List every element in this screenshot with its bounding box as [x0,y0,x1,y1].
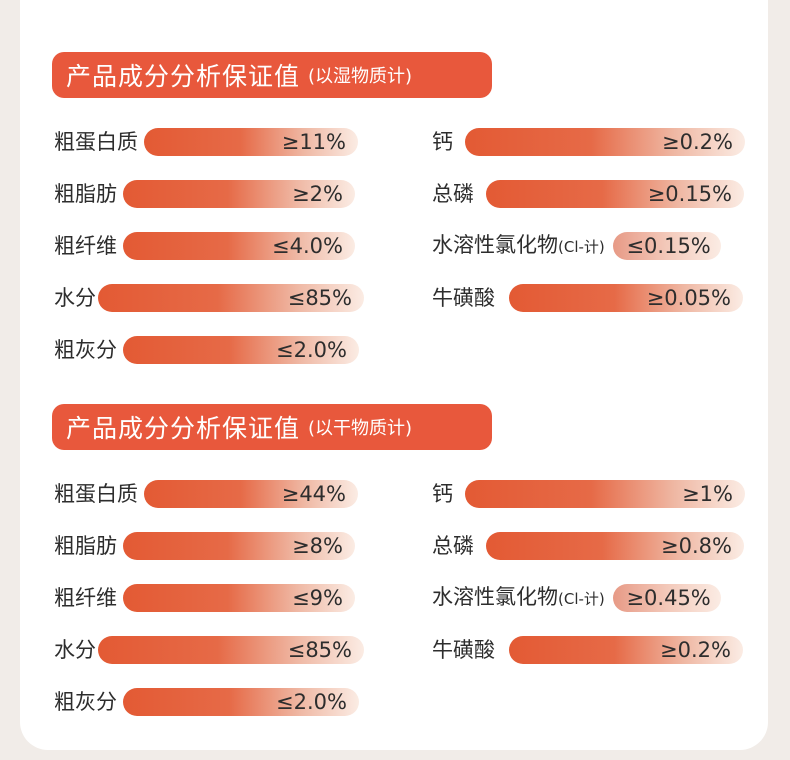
nutrient-row: 粗纤维 ≤4.0% [54,231,355,261]
nutrient-value: ≥8% [292,534,343,558]
nutrient-row: 水分 ≤85% [54,283,364,313]
nutrient-value: ≥1% [682,482,733,506]
nutrient-value: ≥0.2% [660,638,731,662]
nutrient-row: 粗脂肪 ≥8% [54,531,355,561]
nutrient-row: 粗脂肪 ≥2% [54,179,355,209]
nutrient-bar: ≥2% [123,180,355,208]
nutrient-label-note: (Cl-计) [558,238,605,256]
nutrient-label: 钙 [432,482,453,506]
nutrient-row: 钙 ≥1% [432,479,745,509]
nutrient-value: ≥0.2% [662,130,733,154]
nutrient-value: ≥2% [292,182,343,206]
nutrient-bar: ≥44% [144,480,358,508]
nutrient-bar: ≥11% [144,128,358,156]
nutrient-row: 粗纤维 ≤9% [54,583,355,613]
nutrient-label: 粗脂肪 [54,534,117,558]
nutrient-row: 水溶性氯化物(Cl-计) ≤0.15% [432,231,721,261]
nutrient-label-main: 水溶性氯化物 [432,585,558,609]
nutrient-label: 粗纤维 [54,234,117,258]
nutrient-label: 粗灰分 [54,690,117,714]
nutrient-bar: ≥0.8% [486,532,744,560]
nutrient-value: ≥0.15% [647,182,732,206]
nutrient-value: ≤85% [287,638,352,662]
section-2-title: 产品成分分析保证值 (以干物质计) [52,404,492,450]
section-1-subtitle: (以湿物质计) [308,66,413,87]
nutrient-label: 粗蛋白质 [54,130,138,154]
nutrient-value: ≥0.05% [646,286,731,310]
nutrient-row: 总磷 ≥0.15% [432,179,744,209]
nutrient-label: 水溶性氯化物(Cl-计) [432,230,605,262]
nutrient-bar: ≤0.15% [612,232,721,260]
nutrient-label: 水溶性氯化物(Cl-计) [432,582,605,614]
nutrient-bar: ≥1% [465,480,745,508]
nutrient-bar: ≤85% [98,284,364,312]
nutrient-label: 粗灰分 [54,338,117,362]
nutrient-label-note: (Cl-计) [558,590,605,608]
nutrient-row: 粗蛋白质 ≥44% [54,479,358,509]
nutrient-bar: ≥0.2% [509,636,743,664]
nutrient-row: 总磷 ≥0.8% [432,531,744,561]
nutrient-value: ≤2.0% [276,690,347,714]
nutrient-label: 水分 [54,638,96,662]
nutrient-row: 水分 ≤85% [54,635,364,665]
nutrient-value: ≤4.0% [272,234,343,258]
nutrient-label: 牛磺酸 [432,286,495,310]
nutrient-label-main: 水溶性氯化物 [432,233,558,257]
nutrient-bar: ≥0.45% [612,584,721,612]
section-1-title-text: 产品成分分析保证值 [66,62,301,91]
nutrient-row: 钙 ≥0.2% [432,127,745,157]
nutrient-value: ≥11% [281,130,346,154]
nutrient-row: 粗灰分 ≤2.0% [54,335,359,365]
nutrient-bar: ≥0.2% [465,128,745,156]
nutrient-bar: ≤2.0% [123,336,359,364]
nutrient-label: 钙 [432,130,453,154]
nutrient-label: 粗纤维 [54,586,117,610]
nutrient-bar: ≤85% [98,636,364,664]
content-card [20,0,768,750]
nutrient-bar: ≤9% [123,584,355,612]
nutrient-value: ≤0.15% [626,234,711,258]
section-2-title-text: 产品成分分析保证值 [66,414,301,443]
nutrient-row: 粗灰分 ≤2.0% [54,687,359,717]
nutrient-row: 牛磺酸 ≥0.2% [432,635,743,665]
nutrient-label: 总磷 [432,182,474,206]
nutrient-label: 粗脂肪 [54,182,117,206]
nutrient-value: ≥44% [281,482,346,506]
nutrient-label: 水分 [54,286,96,310]
nutrient-row: 水溶性氯化物(Cl-计) ≥0.45% [432,583,721,613]
nutrient-bar: ≥8% [123,532,355,560]
nutrient-label: 牛磺酸 [432,638,495,662]
section-1-title: 产品成分分析保证值 (以湿物质计) [52,52,492,98]
nutrient-row: 牛磺酸 ≥0.05% [432,283,743,313]
nutrient-value: ≤85% [287,286,352,310]
section-2-subtitle: (以干物质计) [308,418,413,439]
nutrient-value: ≤9% [292,586,343,610]
nutrient-bar: ≤2.0% [123,688,359,716]
nutrient-bar: ≥0.15% [486,180,744,208]
nutrient-bar: ≤4.0% [123,232,355,260]
nutrient-value: ≥0.45% [626,586,711,610]
nutrient-label: 粗蛋白质 [54,482,138,506]
nutrient-bar: ≥0.05% [509,284,743,312]
nutrient-value: ≥0.8% [661,534,732,558]
nutrient-label: 总磷 [432,534,474,558]
nutrient-value: ≤2.0% [276,338,347,362]
nutrient-row: 粗蛋白质 ≥11% [54,127,358,157]
